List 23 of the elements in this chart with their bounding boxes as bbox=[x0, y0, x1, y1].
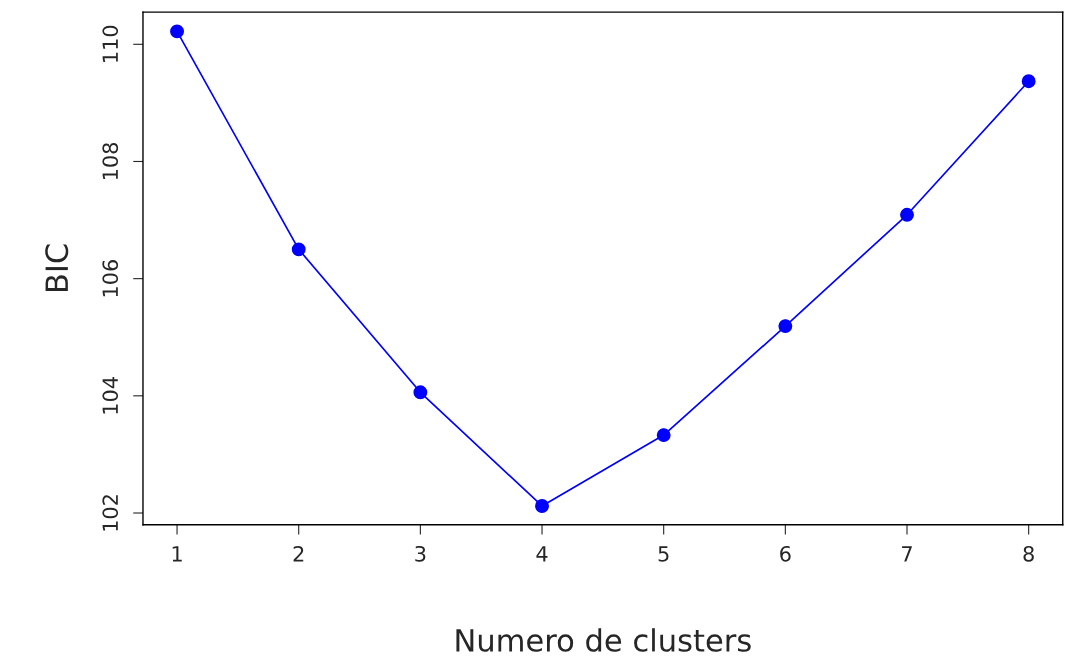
y-axis-title: BIC bbox=[45, 244, 69, 292]
y-tick-label: 106 bbox=[102, 260, 119, 297]
point bbox=[291, 242, 306, 257]
x-axis-title: Numero de clusters bbox=[456, 628, 751, 652]
x-tick-label: 6 bbox=[780, 545, 791, 562]
y-tick-label: 102 bbox=[102, 495, 119, 531]
x-tick-label: 2 bbox=[293, 545, 304, 562]
x-tick-label: 3 bbox=[415, 545, 426, 562]
point bbox=[170, 24, 184, 39]
x-tick-label: 8 bbox=[1023, 545, 1034, 562]
point bbox=[656, 428, 671, 443]
point bbox=[413, 385, 428, 400]
x-tick-label: 5 bbox=[658, 546, 669, 562]
point bbox=[1021, 74, 1036, 89]
x-tick-label: 7 bbox=[902, 546, 912, 562]
x-tick-label: 4 bbox=[536, 546, 548, 562]
y-tick-label: 104 bbox=[102, 377, 119, 414]
point bbox=[900, 207, 914, 222]
y-tick-label: 108 bbox=[102, 143, 119, 180]
x-tick-label: 1 bbox=[172, 546, 182, 562]
y-tick-label: 110 bbox=[102, 25, 119, 62]
point bbox=[535, 499, 549, 513]
point bbox=[778, 319, 793, 334]
